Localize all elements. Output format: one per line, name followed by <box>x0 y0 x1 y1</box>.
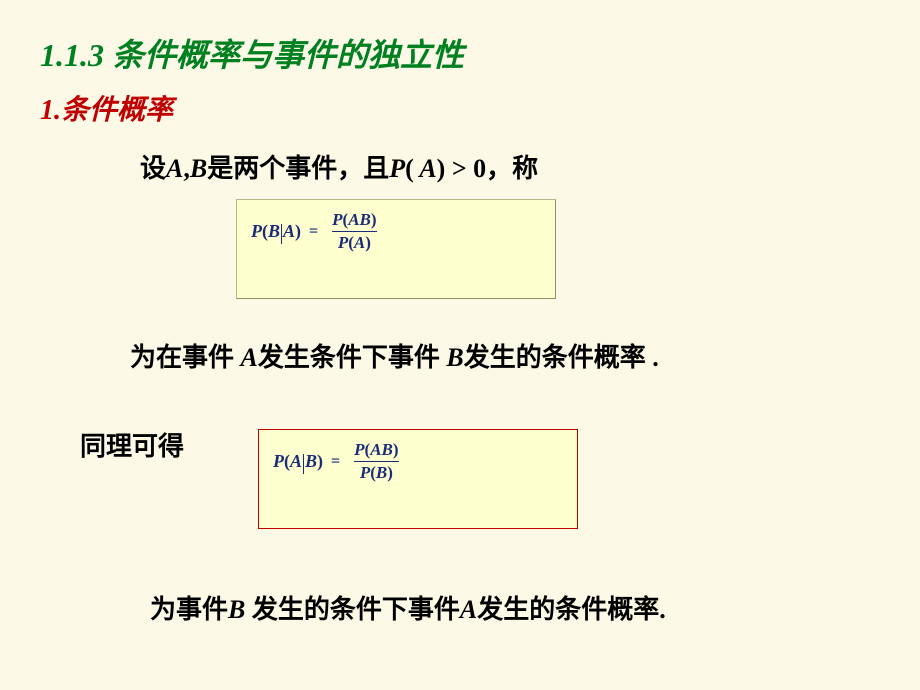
sym-P: P <box>354 440 364 459</box>
numerator: P(AB) <box>326 210 382 231</box>
text: 发生条件下事件 <box>258 343 447 372</box>
var-A: A <box>414 154 437 183</box>
text: 为事件 <box>150 595 228 624</box>
var-A: A <box>166 154 183 183</box>
sym-P: P <box>251 221 262 242</box>
var-B: B <box>228 595 252 624</box>
denominator: P(A) <box>332 231 377 253</box>
sym-A: A <box>354 233 365 252</box>
sym-B: B <box>268 221 280 242</box>
text: 是两个事件，且 <box>207 154 389 183</box>
formula-lhs: P(AB) <box>273 451 323 472</box>
paren: ) <box>317 451 323 472</box>
text: 发生的条件概率. <box>477 595 666 624</box>
subsection-title: 1.条件概率 <box>0 88 920 138</box>
equals-sign: = <box>331 453 340 471</box>
formula-conditional-a-given-b: P(AB) = P(AB) P(B) <box>273 440 405 484</box>
sym-A: A <box>283 221 295 242</box>
definition-line-2: 为在事件 A发生条件下事件 B发生的条件概率 . <box>130 333 920 378</box>
formula-box-1: P(BA) = P(AB) P(A) <box>236 199 556 299</box>
var-B: B <box>446 343 463 372</box>
var-A: A <box>241 343 258 372</box>
var-A: A <box>460 595 477 624</box>
formula-lhs: P(BA) <box>251 221 301 242</box>
section-title: 1.1.3 条件概率与事件的独立性 <box>0 0 920 88</box>
text: 发生的条件概率 . <box>464 343 659 372</box>
denominator: P(B) <box>354 461 399 483</box>
paren: ) <box>295 221 301 242</box>
paren: ) <box>393 440 399 459</box>
text: ( <box>405 154 414 183</box>
definition-line-3: 为事件B 发生的条件下事件A发生的条件概率. <box>150 585 920 630</box>
sym-P: P <box>338 233 348 252</box>
definition-line-1: 设A,B是两个事件，且P( A) > 0，称 <box>140 144 920 189</box>
sym-B: B <box>376 463 387 482</box>
numerator: P(AB) <box>348 440 404 461</box>
sym-AB: AB <box>370 440 393 459</box>
fraction: P(AB) P(A) <box>326 210 382 254</box>
sym-AB: AB <box>348 210 371 229</box>
sym-P: P <box>332 210 342 229</box>
paren: ) <box>365 233 371 252</box>
text: ) > 0，称 <box>437 154 538 183</box>
sym-P: P <box>360 463 370 482</box>
cond-bar-icon <box>281 224 282 244</box>
sym-B: B <box>305 451 317 472</box>
var-P: P <box>389 154 405 183</box>
equals-sign: = <box>309 223 318 241</box>
var-B: B <box>190 154 207 183</box>
text: 设 <box>140 154 166 183</box>
fraction: P(AB) P(B) <box>348 440 404 484</box>
sym-A: A <box>290 451 302 472</box>
sym-P: P <box>273 451 284 472</box>
formula-box-2: P(AB) = P(AB) P(B) <box>258 429 578 529</box>
text: 为在事件 <box>130 343 241 372</box>
paren: ) <box>371 210 377 229</box>
text: 发生的条件下事件 <box>252 595 460 624</box>
formula-conditional-b-given-a: P(BA) = P(AB) P(A) <box>251 210 383 254</box>
paren: ) <box>387 463 393 482</box>
cond-bar-icon <box>303 454 304 474</box>
